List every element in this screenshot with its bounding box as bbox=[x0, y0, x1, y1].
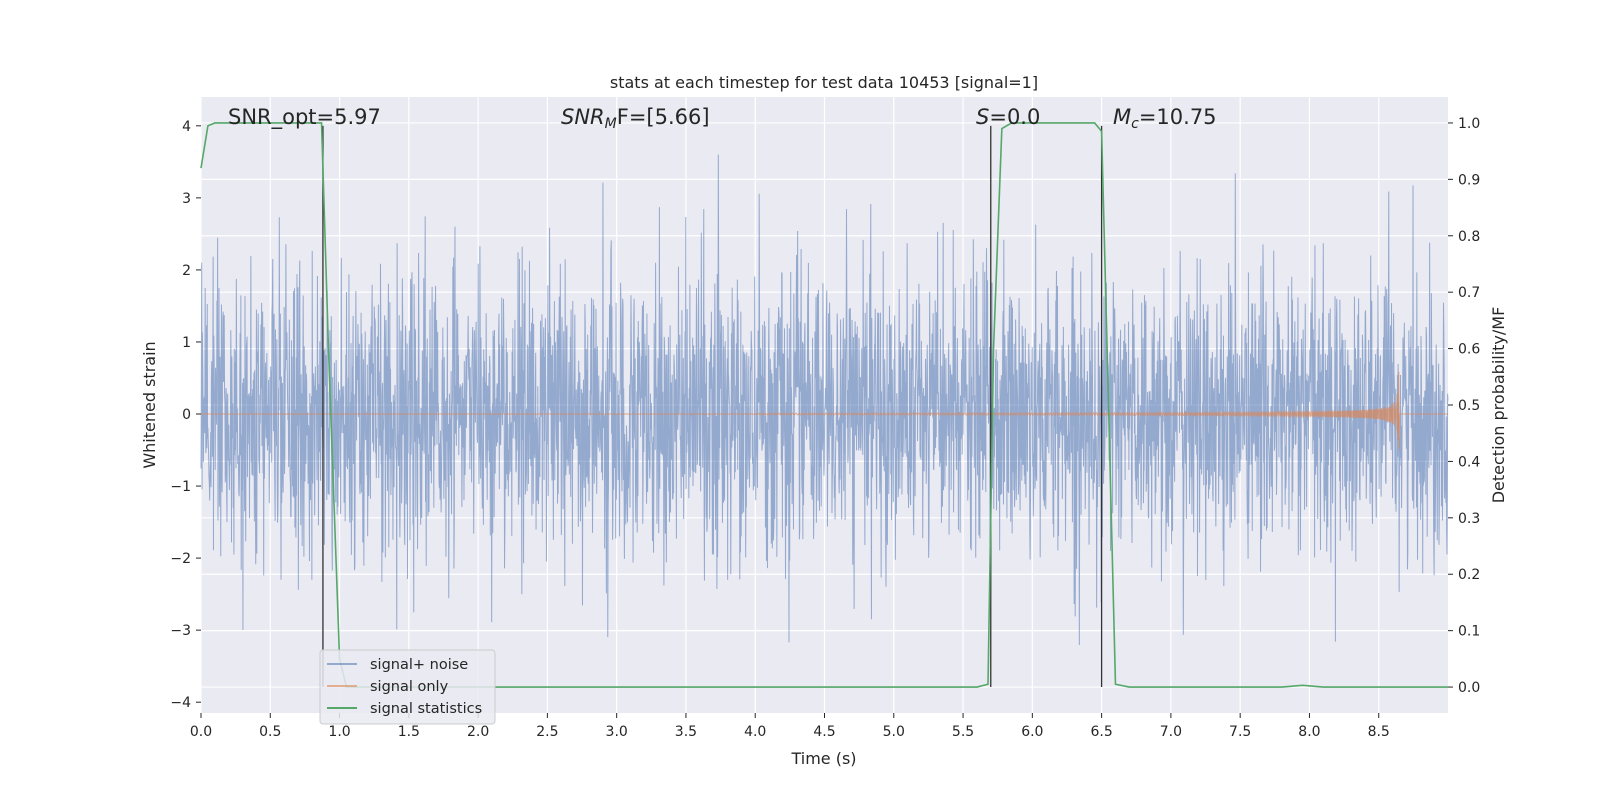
legend-label-signal-noise: signal+ noise bbox=[370, 657, 468, 673]
x-tick-label: 2.5 bbox=[536, 724, 558, 740]
y-tick-labels: 4 3 2 1 0 −1 −2 −3 −4 bbox=[170, 119, 201, 711]
y2-tick-label: 0.7 bbox=[1458, 285, 1480, 301]
snr-mf-sub: M bbox=[605, 116, 617, 132]
x-tick-label: 5.0 bbox=[883, 724, 905, 740]
x-tick-label: 2.0 bbox=[467, 724, 489, 740]
x-tick-label: 5.5 bbox=[952, 724, 974, 740]
y2-tick-label: 0.3 bbox=[1458, 511, 1480, 527]
y-tick-label: 0 bbox=[182, 407, 191, 423]
x-tick-label: 1.0 bbox=[328, 724, 350, 740]
y2-tick-label: 0.2 bbox=[1458, 567, 1480, 583]
x-tick-label: 8.0 bbox=[1298, 724, 1320, 740]
x-tick-label: 3.0 bbox=[606, 724, 628, 740]
y2-tick-label: 0.5 bbox=[1458, 398, 1480, 414]
y-axis-label: Whitened strain bbox=[140, 341, 159, 468]
x-tick-label: 6.5 bbox=[1090, 724, 1112, 740]
annotation-mc: Mc=10.75 bbox=[1113, 105, 1217, 132]
legend-label-signal-only: signal only bbox=[370, 679, 449, 695]
y2-tick-labels: 1.0 0.9 0.8 0.7 0.6 0.5 0.4 0.3 0.2 0.1 0.0 bbox=[1448, 116, 1480, 696]
s-rest: =0.0 bbox=[989, 105, 1040, 129]
y-tick-label: −4 bbox=[170, 695, 191, 711]
legend-box bbox=[319, 649, 496, 725]
legend-label-signal-statistics: signal statistics bbox=[370, 701, 482, 717]
y-tick-label: 4 bbox=[182, 119, 191, 135]
y2-tick-label: 0.8 bbox=[1458, 229, 1480, 245]
y2-tick-label: 1.0 bbox=[1458, 116, 1480, 132]
x-tick-label: 4.0 bbox=[744, 724, 766, 740]
y-tick-label: −2 bbox=[170, 551, 191, 567]
x-tick-label: 7.0 bbox=[1160, 724, 1182, 740]
y-tick-label: −3 bbox=[170, 623, 191, 639]
x-tick-label: 3.5 bbox=[675, 724, 697, 740]
mc-var: M bbox=[1113, 105, 1131, 129]
y2-tick-label: 0.4 bbox=[1458, 454, 1480, 470]
line-signal-noise bbox=[200, 154, 1449, 646]
y2-tick-label: 0.9 bbox=[1458, 172, 1480, 188]
y2-tick-label: 0.6 bbox=[1458, 342, 1480, 358]
x-tick-label: 4.5 bbox=[813, 724, 835, 740]
x-tick-label: 0.5 bbox=[259, 724, 281, 740]
chart-title: stats at each timestep for test data 104… bbox=[610, 73, 1038, 92]
y-tick-label: 2 bbox=[182, 263, 191, 279]
y-tick-label: 1 bbox=[182, 335, 191, 351]
x-tick-label: 6.0 bbox=[1021, 724, 1043, 740]
line-signal-only bbox=[200, 371, 1448, 450]
y2-tick-label: 0.1 bbox=[1458, 624, 1480, 640]
mc-rest: =10.75 bbox=[1139, 105, 1217, 129]
vertical-markers bbox=[322, 125, 1103, 688]
x-tick-label: 1.5 bbox=[398, 724, 420, 740]
s-var: S bbox=[976, 105, 989, 129]
snr-mf-rest: F=[5.66] bbox=[617, 105, 710, 129]
line-signal-statistics bbox=[200, 122, 1448, 688]
series-signal-statistics bbox=[200, 122, 1448, 688]
x-tick-label: 8.5 bbox=[1368, 724, 1390, 740]
y2-tick-label: 0.0 bbox=[1458, 680, 1480, 696]
annotation-snr-opt: SNR_opt=5.97 bbox=[228, 105, 381, 130]
series-signal-noise bbox=[200, 154, 1449, 646]
annotation-snr-mf: SNRMF=[5.66] bbox=[561, 105, 710, 132]
x-tick-label: 0.0 bbox=[190, 724, 212, 740]
series-signal-only bbox=[200, 371, 1448, 450]
y-tick-label: 3 bbox=[182, 191, 191, 207]
y-tick-label: −1 bbox=[170, 479, 191, 495]
y2-axis-label: Detection probability/MF bbox=[1489, 307, 1508, 504]
snr-mf-var: SNR bbox=[561, 105, 605, 129]
x-axis-label: Time (s) bbox=[790, 749, 856, 768]
mc-sub: c bbox=[1131, 116, 1139, 132]
annotation-s: S=0.0 bbox=[976, 105, 1040, 129]
legend: signal+ noise signal only signal statist… bbox=[319, 649, 496, 725]
x-tick-labels: 0.0 0.5 1.0 1.5 2.0 2.5 3.0 3.5 4.0 4.5 5.0 5.5 6.0 6… bbox=[190, 713, 1390, 740]
x-tick-label: 7.5 bbox=[1229, 724, 1251, 740]
